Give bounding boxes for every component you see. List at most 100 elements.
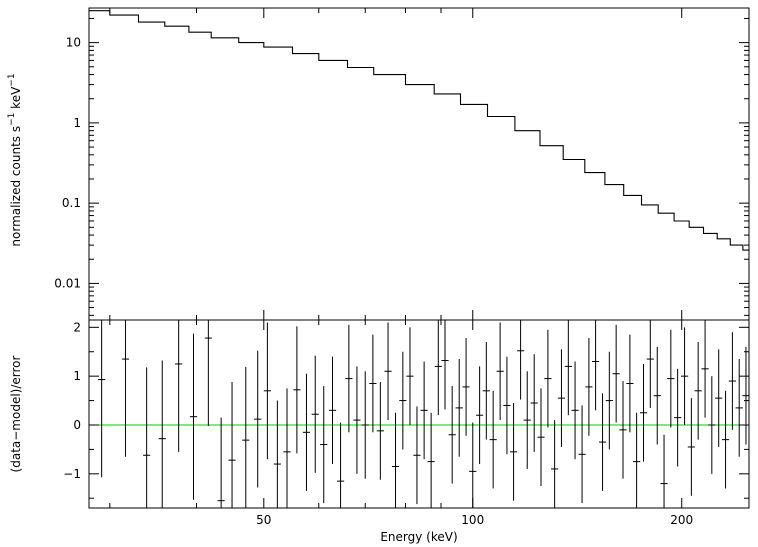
upper-panel-frame xyxy=(88,7,750,321)
residual-point xyxy=(551,420,559,508)
residual-point xyxy=(455,359,463,457)
x-axis-title: Energy (keV) xyxy=(380,530,457,544)
residual-point xyxy=(420,361,428,460)
residual-point xyxy=(701,320,709,418)
residual-point xyxy=(715,349,723,447)
residual-point xyxy=(728,332,736,430)
residual-point xyxy=(708,376,716,474)
upper-y-tick-label: 10 xyxy=(66,36,81,50)
residual-point xyxy=(469,422,477,508)
residual-point xyxy=(694,341,702,440)
residual-point xyxy=(254,350,262,488)
residual-point xyxy=(735,359,743,457)
residual-point xyxy=(302,373,311,491)
residual-marks xyxy=(89,320,750,508)
residual-point xyxy=(544,329,552,428)
residual-point xyxy=(175,320,183,452)
residual-point xyxy=(98,320,106,478)
residual-point xyxy=(406,327,414,425)
residual-point xyxy=(158,360,166,508)
residual-point xyxy=(273,400,281,508)
upper-y-title-mid: keV xyxy=(9,86,23,113)
residual-point xyxy=(605,351,613,450)
residual-point xyxy=(680,327,689,425)
residual-point xyxy=(293,326,301,454)
residual-point xyxy=(399,351,407,450)
upper-y-tick-label: 0.1 xyxy=(62,196,81,210)
lower-panel-frame xyxy=(88,319,750,509)
residual-point xyxy=(626,334,634,433)
residual-point xyxy=(687,398,695,496)
residual-point xyxy=(578,405,586,504)
lower-panel: −1 0 1 2 50 100 200 xyxy=(63,8,750,527)
residual-point xyxy=(476,366,484,465)
residual-point xyxy=(509,403,518,501)
residual-point xyxy=(592,320,600,411)
residual-point xyxy=(557,349,566,447)
model-step-line xyxy=(89,10,749,251)
residual-point xyxy=(448,385,456,484)
residual-point xyxy=(242,366,250,508)
residual-point xyxy=(517,320,525,400)
upper-axis-ticks: 0.01 0.1 1 10 xyxy=(54,17,749,316)
upper-y-tick-label: 1 xyxy=(73,116,81,130)
x-tick-label: 200 xyxy=(670,513,693,527)
residual-point xyxy=(413,406,421,505)
residual-point xyxy=(369,334,377,433)
lower-y-tick-label: −1 xyxy=(63,467,81,481)
lower-axis-ticks: −1 0 1 2 50 100 200 xyxy=(63,8,749,527)
residual-point xyxy=(646,320,654,408)
residual-point xyxy=(353,366,361,474)
residual-point xyxy=(721,390,730,489)
upper-spectrum-marks xyxy=(89,10,749,251)
lower-y-tick-label: 2 xyxy=(73,320,81,334)
residual-point xyxy=(653,346,661,445)
residual-point xyxy=(441,320,449,410)
upper-y-title-main: normalized counts s xyxy=(9,126,23,247)
residual-point xyxy=(143,367,151,508)
residual-point xyxy=(660,434,668,508)
residual-point xyxy=(320,385,328,504)
residual-point xyxy=(462,338,470,436)
residual-point xyxy=(585,338,593,436)
residual-point xyxy=(667,329,675,428)
upper-y-title-exp2: −1 xyxy=(7,73,17,86)
residual-point xyxy=(391,412,400,508)
residual-point xyxy=(204,320,212,426)
lower-y-tick-label: 1 xyxy=(73,369,81,383)
residual-point xyxy=(384,322,392,421)
residual-point xyxy=(537,388,545,487)
residual-point xyxy=(336,422,345,508)
residual-point xyxy=(742,346,750,445)
residual-point xyxy=(283,388,291,508)
residual-point xyxy=(503,356,511,455)
residual-point xyxy=(564,320,572,416)
residual-point xyxy=(619,381,627,479)
residual-point xyxy=(571,361,579,460)
residual-point xyxy=(674,368,682,467)
lower-y-tick-label: 0 xyxy=(73,418,81,432)
residual-point xyxy=(345,324,353,433)
residual-point xyxy=(263,322,271,460)
residual-point xyxy=(530,354,538,452)
residual-point xyxy=(598,393,607,491)
residual-point xyxy=(434,320,442,416)
residual-point xyxy=(189,333,198,500)
residual-point xyxy=(496,322,504,421)
residual-point xyxy=(217,417,225,508)
upper-y-axis-title: normalized counts s−1 keV−1 xyxy=(7,73,23,246)
upper-panel: 0.01 0.1 1 10 xyxy=(54,7,750,321)
residual-point xyxy=(228,382,236,508)
residual-point xyxy=(489,390,497,489)
residual-point xyxy=(427,412,435,508)
residual-point xyxy=(639,363,648,462)
residual-point xyxy=(361,371,369,479)
upper-y-tick-label: 0.01 xyxy=(54,276,81,290)
residual-point xyxy=(523,371,531,469)
residual-point xyxy=(121,320,130,457)
lower-y-axis-title: (data−model)/error xyxy=(9,355,23,472)
upper-y-title-exp1: −1 xyxy=(7,113,17,126)
residual-point xyxy=(612,324,620,423)
residual-point xyxy=(633,412,641,508)
